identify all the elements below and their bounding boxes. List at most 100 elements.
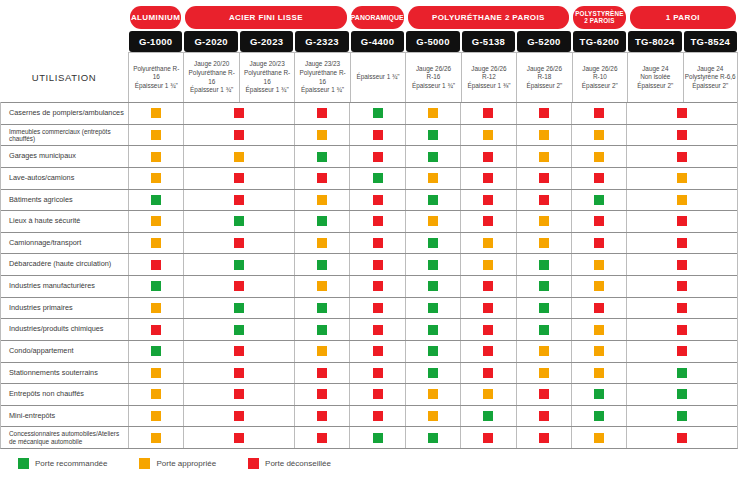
rating-cell bbox=[183, 211, 294, 232]
rating-square bbox=[539, 303, 549, 313]
rating-square bbox=[483, 152, 493, 162]
rating-square bbox=[539, 173, 549, 183]
rating-cell bbox=[128, 146, 183, 167]
model-spec-line: R-12 bbox=[482, 73, 496, 82]
model-spec-line: Épaisseur 2" bbox=[637, 82, 673, 91]
rating-square bbox=[317, 389, 327, 399]
rating-square bbox=[539, 216, 549, 226]
rating-square bbox=[483, 173, 493, 183]
rating-square bbox=[428, 325, 438, 335]
rating-cell bbox=[349, 146, 404, 167]
rating-cell bbox=[516, 406, 571, 427]
model-spec-line: Épaisseur 1 ¾" bbox=[301, 86, 344, 95]
rating-square bbox=[234, 368, 244, 378]
rating-cell bbox=[460, 276, 515, 297]
model-spec-line: Polyuréthane R-16 bbox=[296, 69, 348, 86]
rating-cell bbox=[516, 254, 571, 275]
rating-square bbox=[234, 433, 244, 443]
table-row: Industries manufacturières bbox=[1, 275, 737, 297]
table-row: Bâtiments agricoles bbox=[1, 189, 737, 211]
rating-square bbox=[234, 130, 244, 140]
rating-square bbox=[594, 173, 604, 183]
rating-cell bbox=[294, 406, 349, 427]
category-pill: 1 PAROI bbox=[630, 6, 736, 29]
rating-cell bbox=[460, 254, 515, 275]
rating-square bbox=[677, 195, 687, 205]
rating-square bbox=[594, 368, 604, 378]
rating-square bbox=[594, 216, 604, 226]
rating-cell bbox=[516, 211, 571, 232]
rating-cell bbox=[571, 125, 626, 146]
rating-cell bbox=[460, 319, 515, 340]
row-label: Débarcadère (haute circulation) bbox=[1, 254, 128, 275]
model-spec-line: R-10 bbox=[593, 73, 607, 82]
rating-cell bbox=[183, 298, 294, 319]
model-spec: Jauge 20/23Polyuréthane R-16Épaisseur 1 … bbox=[239, 52, 294, 102]
rating-cell bbox=[460, 168, 515, 189]
rating-cell bbox=[516, 298, 571, 319]
rating-square bbox=[539, 346, 549, 356]
rating-square bbox=[234, 346, 244, 356]
rating-cell bbox=[405, 146, 460, 167]
rating-square bbox=[539, 238, 549, 248]
rating-cell bbox=[128, 298, 183, 319]
rating-square bbox=[539, 108, 549, 118]
model-spec: Jauge 26/26R-12Épaisseur 1 ⅜" bbox=[461, 52, 516, 102]
table-row: Stationnements souterrains bbox=[1, 362, 737, 384]
rating-square bbox=[317, 173, 327, 183]
rating-cell bbox=[294, 384, 349, 405]
rating-square bbox=[594, 389, 604, 399]
rating-cell bbox=[183, 427, 294, 448]
rating-cell bbox=[571, 103, 626, 124]
rating-cell bbox=[626, 125, 737, 146]
model-spec-line: Épaisseur 2" bbox=[526, 82, 562, 91]
rating-square bbox=[483, 195, 493, 205]
rating-cell bbox=[128, 103, 183, 124]
rating-square bbox=[594, 325, 604, 335]
rating-cell bbox=[128, 276, 183, 297]
rating-square bbox=[373, 216, 383, 226]
rating-square bbox=[677, 325, 687, 335]
rating-cell bbox=[405, 363, 460, 384]
rating-cell bbox=[460, 103, 515, 124]
rating-square bbox=[234, 173, 244, 183]
rating-square bbox=[594, 130, 604, 140]
rating-square bbox=[539, 281, 549, 291]
rating-cell bbox=[571, 406, 626, 427]
category-pill: PANORAMIQUE bbox=[351, 6, 404, 29]
rating-square bbox=[373, 108, 383, 118]
rating-cell bbox=[460, 298, 515, 319]
legend-swatch bbox=[18, 458, 29, 469]
rating-square bbox=[539, 195, 549, 205]
rating-cell bbox=[349, 233, 404, 254]
table-row: Immeubles commerciaux (entrepôts chauffé… bbox=[1, 124, 737, 146]
rating-square bbox=[483, 303, 493, 313]
rating-square bbox=[428, 433, 438, 443]
rating-cell bbox=[405, 406, 460, 427]
rating-cell bbox=[571, 319, 626, 340]
rating-cell bbox=[294, 190, 349, 211]
rating-square bbox=[677, 130, 687, 140]
legend-swatch bbox=[248, 458, 259, 469]
rating-cell bbox=[349, 190, 404, 211]
rating-cell bbox=[571, 341, 626, 362]
rating-square bbox=[483, 108, 493, 118]
row-label: Camionnage/transport bbox=[1, 233, 128, 254]
row-label: Concessionnaires automobiles/Ateliers de… bbox=[1, 427, 128, 448]
rating-square bbox=[151, 173, 161, 183]
rating-square bbox=[151, 411, 161, 421]
rating-cell bbox=[571, 363, 626, 384]
ratings-grid: Casernes de pompiers/ambulancesImmeubles… bbox=[0, 102, 738, 449]
rating-square bbox=[234, 303, 244, 313]
rating-cell bbox=[405, 384, 460, 405]
rating-cell bbox=[405, 427, 460, 448]
rating-square bbox=[594, 108, 604, 118]
rating-cell bbox=[349, 319, 404, 340]
rating-cell bbox=[626, 211, 737, 232]
rating-square bbox=[317, 216, 327, 226]
rating-cell bbox=[571, 233, 626, 254]
rating-square bbox=[373, 346, 383, 356]
model-header: G-2020 bbox=[184, 31, 237, 52]
rating-cell bbox=[183, 341, 294, 362]
rating-square bbox=[234, 389, 244, 399]
